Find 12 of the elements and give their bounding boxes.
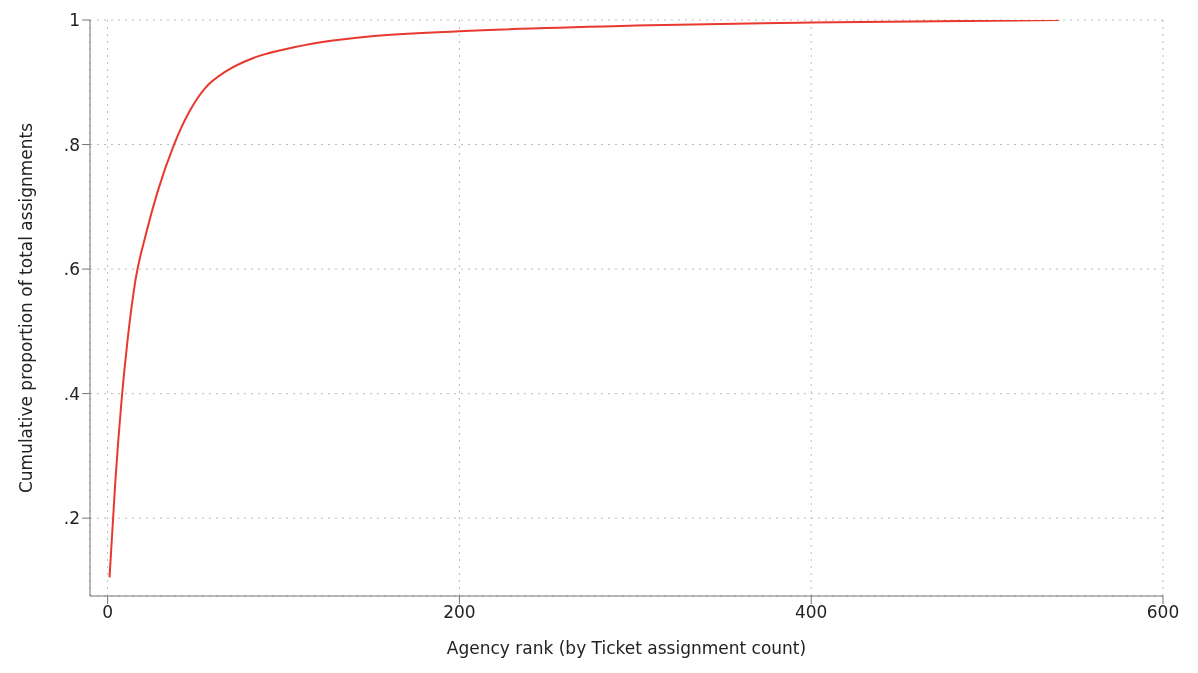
y-tick-label: .6 bbox=[63, 259, 80, 280]
y-tick-label: 1 bbox=[69, 10, 80, 31]
y-tick-label: .8 bbox=[63, 134, 80, 155]
line-series bbox=[108, 20, 1061, 579]
x-axis-title: Agency rank (by Ticket assignment count) bbox=[446, 638, 807, 658]
x-tick-label: 200 bbox=[443, 602, 476, 623]
y-tick-label: .2 bbox=[63, 508, 80, 529]
x-tick-label: 600 bbox=[1146, 602, 1180, 623]
x-tick-label: 400 bbox=[794, 602, 828, 623]
y-tick-label: .4 bbox=[63, 383, 80, 404]
y-axis-title: Cumulative proportion of total assignments bbox=[16, 122, 37, 494]
x-tick-label: 0 bbox=[102, 602, 113, 623]
